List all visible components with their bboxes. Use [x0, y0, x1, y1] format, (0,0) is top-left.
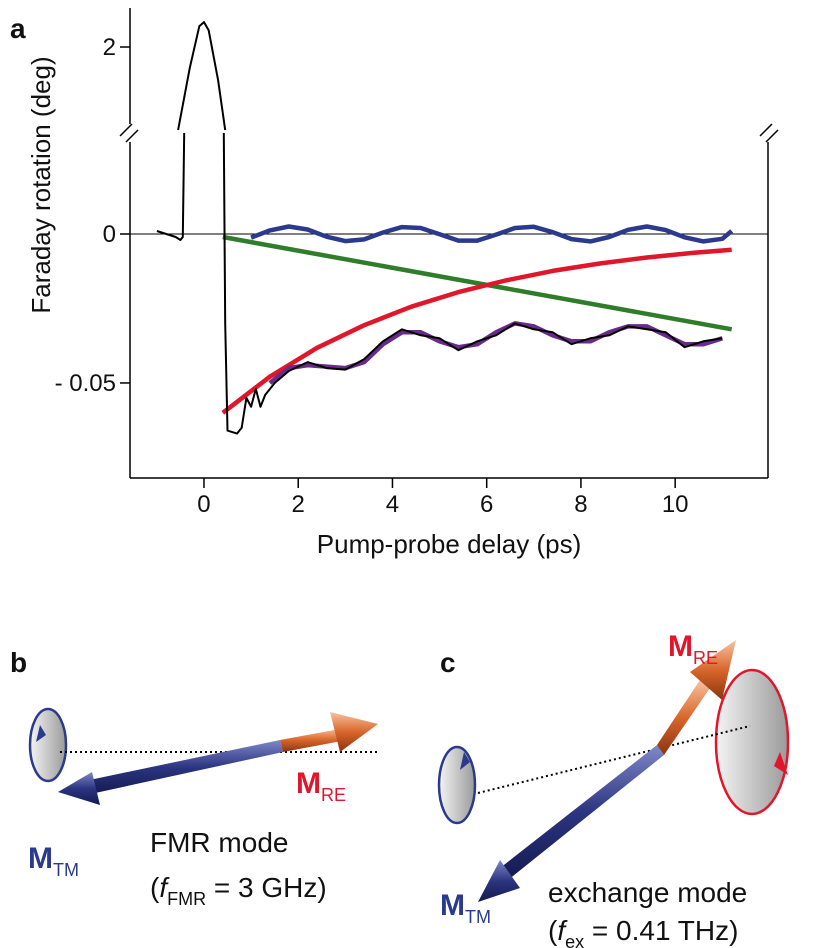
tm-rod: [500, 745, 664, 880]
symbol: M: [668, 630, 693, 663]
precession-cone: [28, 707, 68, 783]
axis-break: [125, 129, 139, 143]
freq-value: = 3 GHz): [206, 872, 327, 903]
axis-break: [119, 123, 133, 137]
data-line: [268, 321, 723, 385]
panel-label: a: [10, 13, 26, 44]
symbol: f: [557, 915, 568, 946]
m-tm-label: MTM: [440, 889, 491, 927]
subscript: TM: [465, 907, 491, 927]
panel-label: c: [440, 647, 456, 678]
panel-label: b: [10, 647, 27, 678]
y-tick-label: 2: [103, 34, 116, 61]
freq-label: (fFMR = 3 GHz): [150, 872, 327, 909]
axis-break: [765, 129, 779, 143]
re-cone: [690, 640, 736, 700]
data-line: [221, 247, 732, 415]
precession-cone: [714, 668, 790, 816]
subscript: RE: [321, 785, 346, 805]
axes-frame: [119, 8, 779, 479]
x-axis-label: Pump-probe delay (ps): [317, 529, 581, 559]
data-line: [177, 21, 227, 131]
y-axis-label: Faraday rotation (deg): [26, 56, 56, 313]
precession-cone: [437, 745, 477, 825]
x-tick-label: 4: [386, 491, 399, 518]
mode-label: FMR mode: [150, 827, 288, 858]
axis-dotted: [477, 725, 751, 794]
mode-label: exchange mode: [548, 877, 747, 908]
m-tm-label: MTM: [28, 842, 79, 880]
y-tick-label: - 0.05: [55, 370, 116, 397]
symbol: M: [296, 767, 321, 800]
tm-cone: [478, 860, 520, 902]
tm-cone: [58, 772, 100, 805]
subscript: ex: [565, 932, 584, 948]
exchange-diagram: MTM MRE exchange mode (fex = 0.41 THz): [437, 630, 790, 948]
symbol: f: [159, 872, 170, 903]
x-tick-label: 8: [574, 491, 587, 518]
plot: 2 0 - 0.05 0 2 4 6 8 10 Faraday rotation (deg) Pum…: [26, 21, 768, 559]
rotation-arrow: [774, 752, 788, 775]
data-line: [222, 234, 733, 332]
axis-break: [759, 123, 773, 137]
x-tick-label: 0: [197, 491, 210, 518]
re-rod: [280, 728, 347, 752]
rotation-arrow: [460, 752, 470, 770]
subscript: TM: [53, 860, 79, 880]
paren: (: [150, 872, 160, 903]
rotation-arrow: [36, 725, 46, 742]
m-re-label: MRE: [296, 767, 346, 805]
subscript: FMR: [167, 889, 206, 909]
tm-rod: [80, 740, 283, 795]
m-re-label: MRE: [668, 630, 718, 668]
data-line: [156, 132, 723, 435]
symbol: M: [440, 889, 465, 922]
y-tick-label: 0: [103, 221, 116, 248]
subscript: RE: [693, 648, 718, 668]
x-tick-label: 2: [292, 491, 305, 518]
paren: (: [548, 915, 558, 946]
data-line: [250, 224, 734, 244]
freq-value: = 0.41 THz): [584, 915, 738, 946]
fmr-diagram: MTM MRE FMR mode (fFMR = 3 GHz): [28, 707, 380, 909]
freq-label: (fex = 0.41 THz): [548, 915, 738, 948]
symbol: M: [28, 842, 53, 875]
re-rod: [657, 680, 710, 755]
x-tick-label: 10: [662, 491, 689, 518]
re-cone: [330, 712, 378, 752]
x-tick-label: 6: [480, 491, 493, 518]
